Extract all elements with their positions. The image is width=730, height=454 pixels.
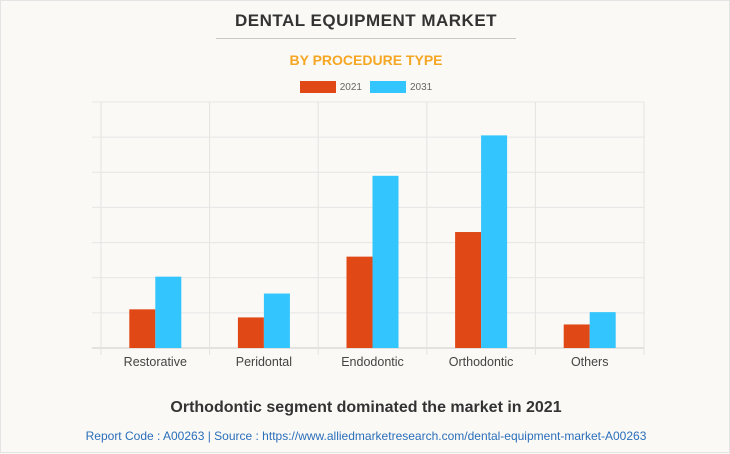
x-tick-label: Restorative (124, 355, 187, 369)
legend-item-2021[interactable]: 2021 (299, 81, 362, 93)
legend: 2021 2031 (1, 81, 730, 93)
bar-2031-orthodontic (481, 135, 508, 348)
legend-label-2021: 2021 (339, 81, 362, 93)
bar-2031-others (589, 312, 616, 348)
title-divider (216, 38, 516, 39)
chart-caption: Orthodontic segment dominated the market… (170, 399, 562, 416)
bar-2021-restorative (129, 309, 156, 348)
bar-2021-endodontic (346, 256, 373, 348)
bar-2031-peridontal (263, 293, 290, 348)
x-tick-label: Orthodontic (449, 355, 514, 369)
chart-subtitle: BY PROCEDURE TYPE (289, 52, 443, 68)
source-link[interactable]: Report Code : A00263 | Source : https://… (85, 429, 647, 443)
bar-2021-others (563, 324, 590, 348)
x-tick-label: Peridontal (236, 355, 292, 369)
bar-2021-peridontal (237, 317, 264, 348)
bar-2031-restorative (155, 276, 182, 348)
x-tick-label: Others (571, 355, 609, 369)
bar-2021-orthodontic (455, 232, 482, 348)
chart-title: DENTAL EQUIPMENT MARKET (234, 11, 498, 30)
bar-2031-endodontic (372, 175, 399, 348)
legend-label-2031: 2031 (410, 81, 433, 93)
legend-item-2031[interactable]: 2031 (370, 81, 432, 93)
legend-swatch-2021 (299, 81, 336, 93)
x-tick-label: Endodontic (341, 355, 404, 369)
legend-swatch-2031 (370, 81, 406, 93)
